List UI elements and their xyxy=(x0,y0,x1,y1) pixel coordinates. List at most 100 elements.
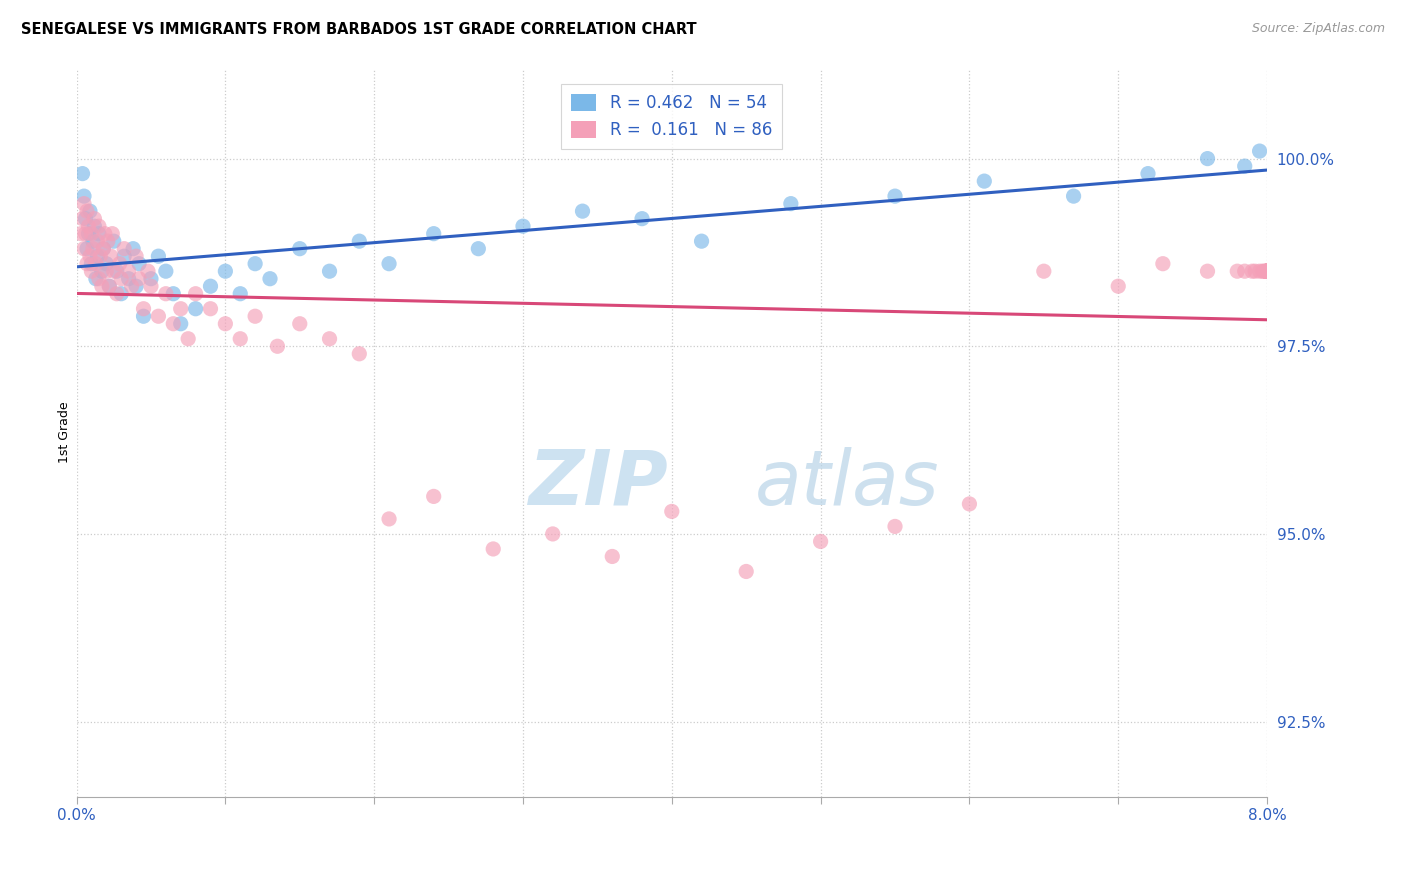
Point xyxy=(87,219,110,234)
Point xyxy=(72,211,94,226)
Point xyxy=(75,227,97,241)
Point xyxy=(77,219,100,234)
Point xyxy=(101,227,124,241)
Point xyxy=(83,219,105,234)
Point xyxy=(76,204,98,219)
Point xyxy=(184,301,207,316)
Point xyxy=(1197,152,1219,166)
Point xyxy=(243,257,266,271)
Point xyxy=(1152,257,1174,271)
Point xyxy=(884,519,907,533)
Point xyxy=(214,264,236,278)
Point xyxy=(1249,264,1271,278)
Point xyxy=(112,242,135,256)
Point xyxy=(884,189,907,203)
Point xyxy=(177,332,200,346)
Text: SENEGALESE VS IMMIGRANTS FROM BARBADOS 1ST GRADE CORRELATION CHART: SENEGALESE VS IMMIGRANTS FROM BARBADOS 1… xyxy=(21,22,697,37)
Point xyxy=(77,227,100,241)
Point xyxy=(98,279,121,293)
Point xyxy=(76,242,98,256)
Point xyxy=(97,234,120,248)
Point xyxy=(467,242,489,256)
Point xyxy=(110,271,132,285)
Point xyxy=(1256,264,1278,278)
Point xyxy=(139,279,162,293)
Point xyxy=(108,257,131,271)
Point xyxy=(1256,264,1278,278)
Point xyxy=(89,249,111,263)
Point xyxy=(229,286,252,301)
Point xyxy=(1253,264,1275,278)
Point xyxy=(200,279,222,293)
Point xyxy=(70,227,93,241)
Point xyxy=(91,242,114,256)
Point xyxy=(162,286,184,301)
Point xyxy=(84,271,107,285)
Point xyxy=(170,301,193,316)
Point xyxy=(98,279,121,293)
Point xyxy=(422,227,444,241)
Point xyxy=(1233,264,1256,278)
Point xyxy=(125,279,148,293)
Point xyxy=(1107,279,1129,293)
Point xyxy=(243,310,266,324)
Point xyxy=(122,242,145,256)
Point xyxy=(600,549,623,564)
Point xyxy=(76,257,98,271)
Point xyxy=(214,317,236,331)
Point xyxy=(1233,159,1256,173)
Point xyxy=(1032,264,1054,278)
Point xyxy=(148,249,170,263)
Point xyxy=(1256,264,1278,278)
Text: atlas: atlas xyxy=(755,447,939,521)
Point xyxy=(1256,264,1278,278)
Text: Source: ZipAtlas.com: Source: ZipAtlas.com xyxy=(1251,22,1385,36)
Point xyxy=(103,234,125,248)
Point xyxy=(957,497,980,511)
Point xyxy=(155,264,177,278)
Point xyxy=(139,271,162,285)
Point xyxy=(86,234,108,248)
Point xyxy=(73,196,96,211)
Point xyxy=(512,219,534,234)
Point xyxy=(80,227,103,241)
Y-axis label: 1st Grade: 1st Grade xyxy=(58,401,70,464)
Point xyxy=(318,264,340,278)
Point xyxy=(110,286,132,301)
Point xyxy=(96,264,118,278)
Point xyxy=(1226,264,1249,278)
Point xyxy=(259,271,281,285)
Point xyxy=(1256,264,1278,278)
Point xyxy=(349,234,371,248)
Point xyxy=(266,339,288,353)
Point xyxy=(661,504,683,518)
Point xyxy=(121,279,143,293)
Point xyxy=(112,249,135,263)
Point xyxy=(73,189,96,203)
Point xyxy=(132,301,155,316)
Point xyxy=(87,227,110,241)
Point xyxy=(148,310,170,324)
Point xyxy=(1256,264,1278,278)
Point xyxy=(125,249,148,263)
Point xyxy=(1256,264,1278,278)
Point xyxy=(117,271,139,285)
Point xyxy=(105,264,128,278)
Point xyxy=(90,279,112,293)
Point xyxy=(94,227,117,241)
Point xyxy=(79,249,101,263)
Point xyxy=(1256,264,1278,278)
Point xyxy=(75,211,97,226)
Point xyxy=(1244,264,1267,278)
Point xyxy=(810,534,832,549)
Point xyxy=(184,286,207,301)
Point xyxy=(1241,264,1264,278)
Point xyxy=(82,242,104,256)
Legend: R = 0.462   N = 54, R =  0.161   N = 86: R = 0.462 N = 54, R = 0.161 N = 86 xyxy=(561,84,782,149)
Point xyxy=(1256,264,1278,278)
Point xyxy=(117,264,139,278)
Point xyxy=(541,527,564,541)
Point xyxy=(136,264,159,278)
Point xyxy=(96,257,118,271)
Point xyxy=(1251,264,1274,278)
